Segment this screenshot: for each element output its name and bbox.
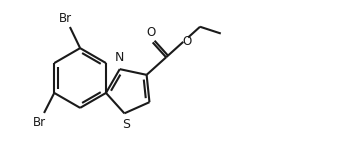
Text: N: N bbox=[115, 51, 125, 64]
Text: O: O bbox=[147, 26, 156, 39]
Text: Br: Br bbox=[33, 115, 46, 129]
Text: S: S bbox=[122, 118, 130, 132]
Text: Br: Br bbox=[59, 12, 72, 25]
Text: O: O bbox=[182, 35, 191, 48]
